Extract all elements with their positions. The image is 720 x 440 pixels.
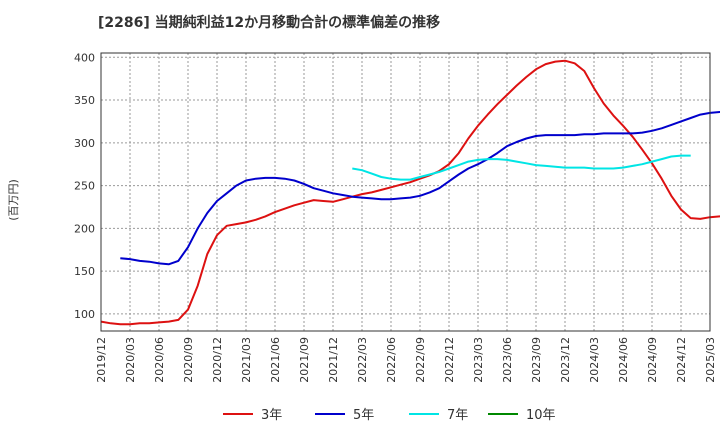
x-tick-label: 2023/09 <box>530 337 543 383</box>
x-tick-label: 2020/03 <box>124 337 137 383</box>
legend-label: 7年 <box>447 408 468 423</box>
series-line-3年 <box>100 59 720 326</box>
series-line-5年 <box>120 110 720 266</box>
x-tick-label: 2019/12 <box>95 337 108 383</box>
y-axis-ticks: 100 150 200 250 300 350 400 <box>74 51 95 321</box>
x-tick-label: 2023/06 <box>501 337 514 383</box>
y-tick-label: 200 <box>74 222 95 235</box>
x-tick-label: 2024/09 <box>646 337 659 383</box>
x-tick-label: 2023/12 <box>559 337 572 383</box>
x-tick-label: 2021/09 <box>298 337 311 383</box>
y-tick-label: 100 <box>74 308 95 321</box>
legend-label: 10年 <box>526 408 556 423</box>
x-axis-ticks: 2019/12 2020/03 2020/06 2020/09 2020/12 2021/… <box>95 337 717 383</box>
x-tick-label: 2023/03 <box>472 337 485 383</box>
x-tick-label: 2025/03 <box>704 337 717 383</box>
grid <box>100 53 711 331</box>
x-tick-label: 2024/03 <box>588 337 601 383</box>
y-tick-label: 300 <box>74 137 95 150</box>
x-tick-label: 2024/12 <box>675 337 688 383</box>
x-tick-label: 2021/06 <box>269 337 282 383</box>
legend-label: 3年 <box>261 408 282 423</box>
x-tick-label: 2022/03 <box>356 337 369 383</box>
x-tick-label: 2022/12 <box>443 337 456 383</box>
x-tick-label: 2022/06 <box>385 337 398 383</box>
y-tick-label: 400 <box>74 51 95 64</box>
plot-frame <box>100 52 711 332</box>
y-axis-label: (百万円) <box>7 179 20 221</box>
legend: 3年 5年 7年 10年 <box>223 408 556 423</box>
series-lines <box>100 59 720 326</box>
series-line-7年 <box>352 154 691 181</box>
x-tick-label: 2022/09 <box>414 337 427 383</box>
chart-title: [2286] 当期純利益12か月移動合計の標準偏差の推移 <box>98 14 440 31</box>
y-tick-label: 350 <box>74 94 95 107</box>
x-tick-label: 2020/09 <box>182 337 195 383</box>
legend-label: 5年 <box>353 408 374 423</box>
x-tick-label: 2021/03 <box>240 337 253 383</box>
x-tick-label: 2024/06 <box>617 337 630 383</box>
x-tick-label: 2020/06 <box>153 337 166 383</box>
y-tick-label: 250 <box>74 180 95 193</box>
x-tick-label: 2021/12 <box>327 337 340 383</box>
x-tick-label: 2020/12 <box>211 337 224 383</box>
y-tick-label: 150 <box>74 265 95 278</box>
